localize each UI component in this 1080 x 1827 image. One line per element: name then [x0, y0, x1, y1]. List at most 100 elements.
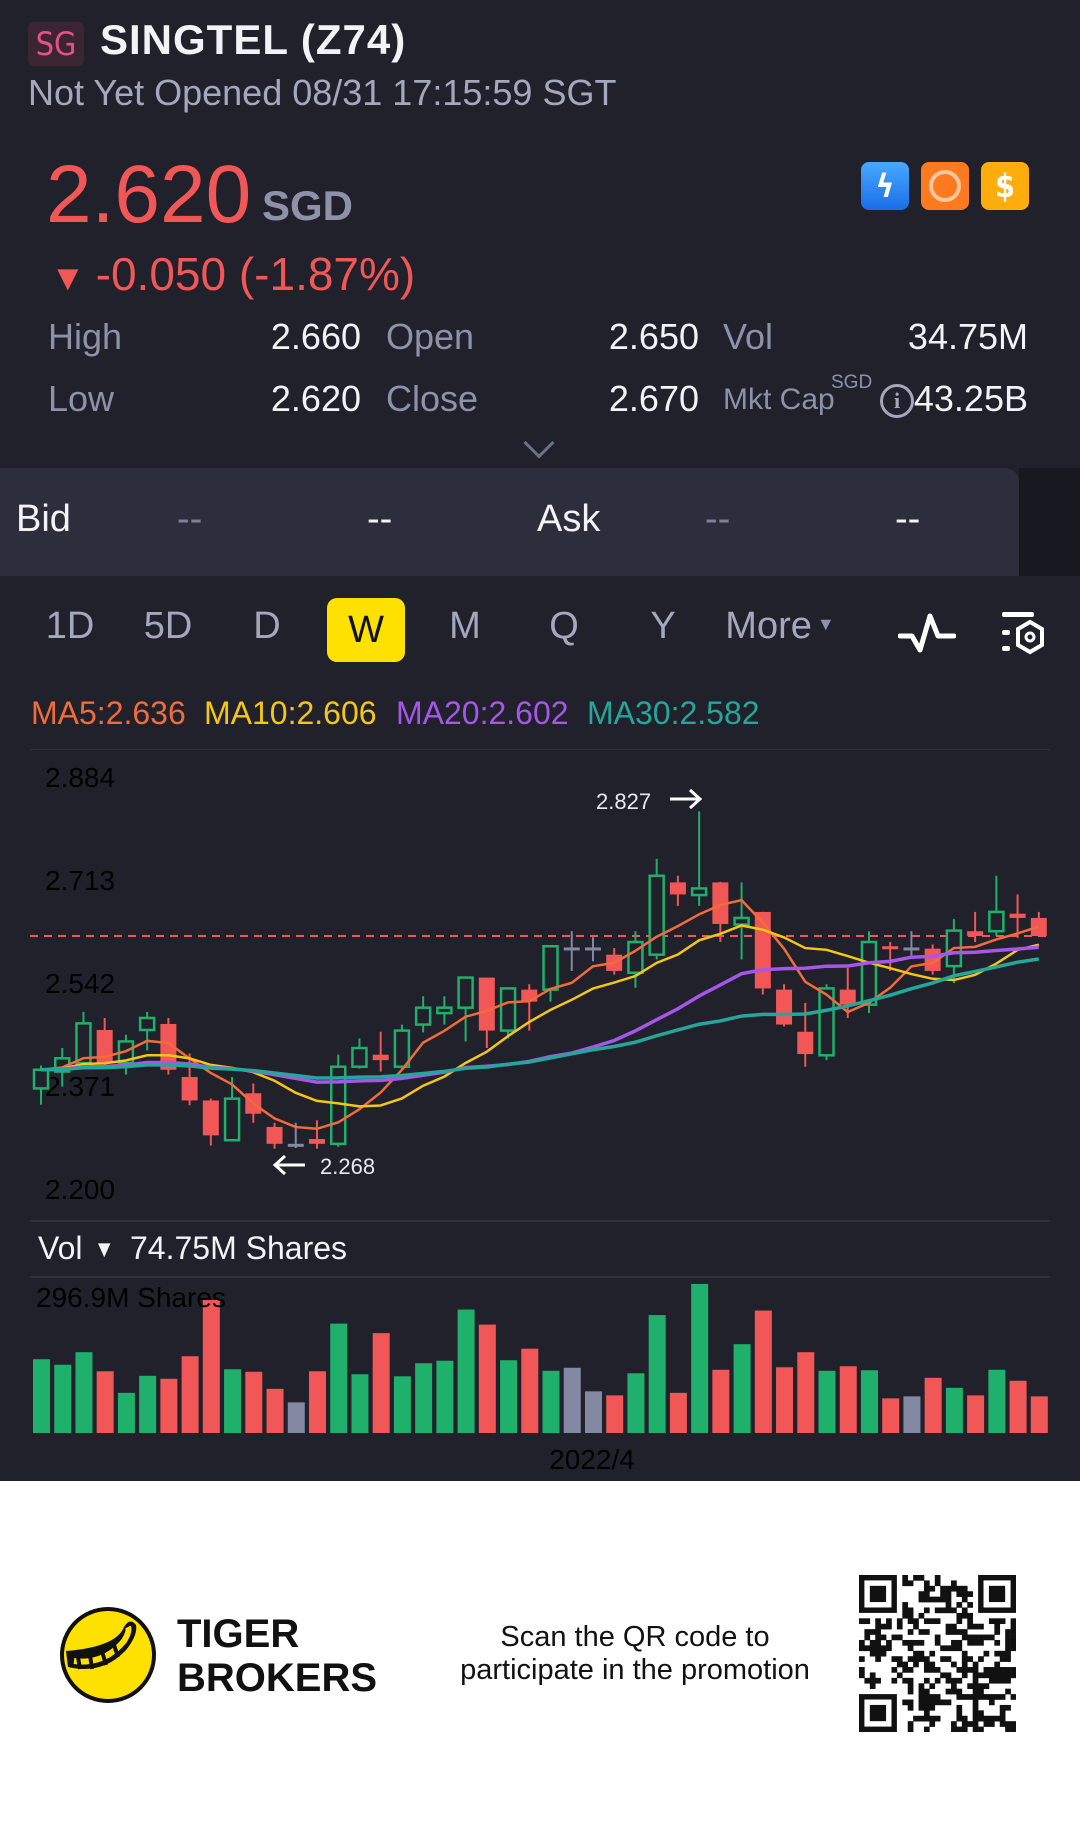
tiger-brokers-logo — [60, 1607, 156, 1703]
qr-module — [918, 1575, 925, 1581]
promo-line1: Scan the QR code to — [500, 1621, 770, 1653]
qr-module — [929, 1596, 936, 1603]
qr-module — [1005, 1672, 1011, 1679]
qr-module — [907, 1656, 914, 1662]
qr-finder — [869, 1585, 887, 1603]
qr-module — [918, 1683, 925, 1689]
qr-module — [983, 1694, 990, 1700]
info-icon[interactable]: i — [880, 384, 914, 418]
tab-more[interactable]: More ▼ — [725, 605, 834, 648]
qr-module — [859, 1618, 865, 1625]
volume-bar — [988, 1369, 1006, 1433]
tab-d[interactable]: D — [253, 605, 281, 647]
tab-m[interactable]: M — [449, 605, 481, 647]
qr-module — [929, 1585, 936, 1592]
volume-bar — [478, 1324, 496, 1433]
volume-bar — [712, 1369, 730, 1433]
qr-module — [869, 1683, 876, 1689]
qr-module — [1005, 1650, 1011, 1657]
qr-module — [923, 1629, 930, 1635]
volume-bar — [669, 1392, 687, 1433]
tab-q[interactable]: Q — [549, 605, 579, 647]
qr-module — [875, 1634, 881, 1641]
qr-module — [940, 1607, 946, 1614]
qr-module — [945, 1677, 952, 1684]
candle-body — [436, 1006, 453, 1015]
bid-ask-panel — [0, 468, 1019, 576]
qr-module — [961, 1607, 968, 1614]
candle-body — [372, 1054, 389, 1061]
qr-module — [929, 1650, 936, 1657]
qr-module — [907, 1639, 914, 1646]
candlestick-chart[interactable]: 2.884 2.713 2.542 2.371 2.200 2.827 2.268 Vo… — [0, 749, 1080, 1481]
qr-module — [859, 1656, 865, 1662]
tab-1d[interactable]: 1D — [45, 605, 95, 647]
volume-label[interactable]: Vol — [38, 1230, 82, 1266]
chart-settings-icon[interactable] — [998, 608, 1048, 658]
qr-module — [972, 1715, 979, 1722]
qr-code[interactable] — [859, 1575, 1016, 1732]
qr-module — [880, 1645, 887, 1652]
qr-module — [983, 1650, 990, 1657]
qr-module — [961, 1656, 968, 1662]
lightning-level1-icon[interactable]: ϟ — [861, 162, 909, 210]
qr-module — [945, 1596, 952, 1603]
qr-module — [972, 1721, 979, 1727]
qr-module — [999, 1715, 1006, 1722]
qr-module — [934, 1699, 941, 1706]
qr-module — [859, 1667, 865, 1673]
candle-body — [393, 1029, 411, 1068]
tab-5d[interactable]: 5D — [143, 605, 193, 647]
qr-module — [945, 1656, 952, 1662]
stat-value-low: 2.620 — [270, 378, 361, 419]
qr-module — [886, 1639, 892, 1646]
bid-ask-side — [1019, 468, 1080, 576]
qr-module — [902, 1677, 909, 1684]
qr-module — [934, 1677, 941, 1684]
candle-body — [712, 882, 729, 924]
qr-module — [988, 1721, 995, 1727]
volume-bar — [627, 1373, 645, 1433]
tab-w[interactable]: W — [327, 598, 405, 662]
mktcap-currency: SGD — [831, 372, 873, 393]
volume-bar — [924, 1377, 942, 1433]
bid-label: Bid — [16, 498, 71, 540]
qr-module — [945, 1699, 952, 1706]
dollar-icon[interactable]: $ — [981, 162, 1029, 210]
qr-module — [869, 1672, 876, 1679]
volume-bar — [160, 1378, 178, 1433]
qr-module — [907, 1683, 914, 1689]
qr-module — [918, 1688, 925, 1695]
qr-module — [880, 1623, 887, 1630]
qr-module — [896, 1623, 903, 1630]
no-short-icon[interactable] — [921, 162, 969, 210]
qr-module — [869, 1629, 876, 1635]
qr-module — [1005, 1704, 1011, 1711]
candle-body — [648, 874, 665, 956]
qr-module — [902, 1612, 909, 1619]
volume-caret-icon[interactable]: ▼ — [98, 1239, 111, 1260]
qr-module — [923, 1585, 930, 1592]
qr-module — [929, 1694, 936, 1700]
volume-bar — [882, 1398, 900, 1433]
qr-module — [934, 1639, 941, 1646]
qr-module — [907, 1629, 914, 1635]
indicator-icon[interactable] — [898, 610, 956, 654]
tab-y[interactable]: Y — [650, 605, 676, 647]
qr-module — [994, 1623, 1001, 1630]
promo-text: Scan the QR code to participate in the pr… — [460, 1621, 810, 1687]
stat-label-open: Open — [386, 316, 475, 357]
currency: SGD — [262, 182, 354, 229]
qr-module — [999, 1710, 1006, 1717]
x-tick-label: 2022/4 — [549, 1444, 635, 1475]
qr-module — [956, 1667, 963, 1673]
qr-module — [956, 1602, 963, 1608]
qr-module — [972, 1677, 979, 1684]
volume-bar — [96, 1371, 114, 1433]
candle-body — [32, 1068, 50, 1090]
qr-module — [896, 1661, 903, 1668]
volume-bar — [860, 1370, 878, 1433]
qr-module — [869, 1650, 876, 1657]
qr-module — [902, 1667, 909, 1673]
volume-bar — [521, 1348, 539, 1433]
